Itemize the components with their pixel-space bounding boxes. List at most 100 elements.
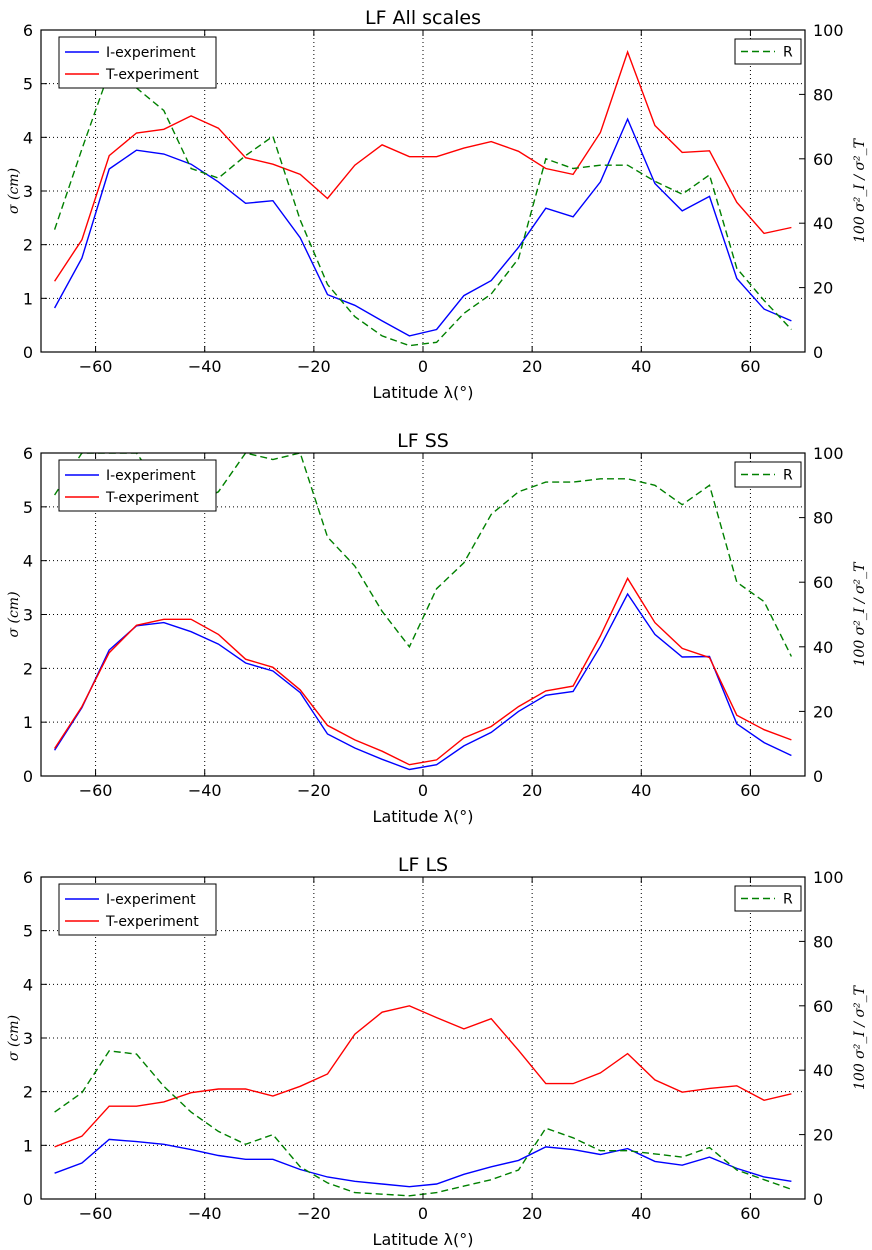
x-tick-label: 60 <box>740 1204 760 1223</box>
y-tick-label-right: 80 <box>813 932 833 951</box>
chart-panel-2: LF SS−60 −40 −20 0 20 40 600123456020406080100… <box>6 430 868 826</box>
x-tick-label: 20 <box>522 357 542 376</box>
y-tick-label-right: 60 <box>813 997 833 1016</box>
y-tick-label-left: 5 <box>23 922 33 941</box>
legend-box <box>58 459 217 512</box>
legend-left: I-experiment T-experiment <box>58 36 217 89</box>
y-tick-label-left: 1 <box>23 1136 33 1155</box>
y-tick-label-right: 60 <box>813 150 833 169</box>
x-tick-label: 20 <box>522 781 542 800</box>
y-tick-label-left: 2 <box>23 659 33 678</box>
y-axis-label-right: 100 σ²_I / σ²_T <box>852 984 868 1090</box>
legend-label: T-experiment <box>105 914 199 930</box>
y-tick-label-left: 6 <box>23 444 33 463</box>
y-tick-label-left: 0 <box>23 343 33 362</box>
chart-panel-3: LF LS−60 −40 −20 0 20 40 600123456020406080100… <box>6 854 868 1249</box>
x-tick-label: 0 <box>418 357 428 376</box>
legend-label: I-experiment <box>106 45 196 61</box>
series-line-t-experiment <box>54 49 792 282</box>
y-tick-label-right: 100 <box>813 444 844 463</box>
legend-right: R <box>734 461 802 488</box>
x-tick-label: 40 <box>631 781 651 800</box>
y-tick-label-left: 6 <box>23 868 33 887</box>
y-tick-label-left: 0 <box>23 767 33 786</box>
y-tick-label-left: 2 <box>23 236 33 255</box>
x-tick-label: −20 <box>297 1204 331 1223</box>
x-tick-label: 60 <box>740 357 760 376</box>
y-tick-label-left: 3 <box>23 1029 33 1048</box>
y-tick-label-left: 0 <box>23 1190 33 1209</box>
y-tick-label-left: 6 <box>23 21 33 40</box>
x-tick-label: −40 <box>188 357 222 376</box>
y-tick-label-left: 5 <box>23 498 33 517</box>
legend-right: R <box>734 38 802 65</box>
series-line-i-experiment <box>53 117 792 337</box>
y-axis-label-right: 100 σ²_I / σ²_T <box>852 561 868 667</box>
y-tick-label-right: 20 <box>813 1126 833 1145</box>
legend-left: I-experiment T-experiment <box>58 883 217 936</box>
y-tick-label-left: 4 <box>23 128 33 147</box>
x-tick-label: −60 <box>79 357 113 376</box>
y-tick-label-left: 4 <box>23 975 33 994</box>
y-tick-label-left: 4 <box>23 552 33 571</box>
series-line-t-experiment <box>54 576 792 766</box>
series-line-i-experiment <box>54 592 792 771</box>
y-tick-label-left: 1 <box>23 289 33 308</box>
legend-label: I-experiment <box>106 468 196 484</box>
x-tick-label: 60 <box>740 781 760 800</box>
x-tick-label: −60 <box>79 781 113 800</box>
y-tick-label-right: 0 <box>813 343 823 362</box>
series-line-r <box>53 70 792 347</box>
y-tick-label-left: 3 <box>23 606 33 625</box>
y-tick-label-right: 40 <box>813 214 833 233</box>
x-tick-label: 0 <box>418 781 428 800</box>
y-tick-label-left: 5 <box>23 75 33 94</box>
y-tick-label-right: 80 <box>813 509 833 528</box>
series-line-i-experiment <box>54 1138 792 1188</box>
y-tick-label-right: 0 <box>813 1190 823 1209</box>
legend-box <box>58 36 217 89</box>
x-tick-label: −40 <box>188 1204 222 1223</box>
y-tick-label-right: 80 <box>813 85 833 104</box>
y-tick-label-right: 40 <box>813 1061 833 1080</box>
chart-panel-1: LF All scales−60 −40 −20 0 20 40 6001234560204… <box>6 7 868 402</box>
legend-label: T-experiment <box>105 67 199 83</box>
series-line-r <box>54 1050 792 1197</box>
y-tick-label-right: 100 <box>813 21 844 40</box>
legend-label: R <box>783 45 793 61</box>
x-axis-label: Latitude λ(°) <box>373 807 474 826</box>
y-tick-label-left: 1 <box>23 713 33 732</box>
x-tick-label: −20 <box>297 781 331 800</box>
y-axis-label-left: σ (cm) <box>6 1015 22 1061</box>
y-tick-label-right: 60 <box>813 573 833 592</box>
y-axis-label-right: 100 σ²_I / σ²_T <box>852 137 868 243</box>
x-tick-label: 20 <box>522 1204 542 1223</box>
legend-right: R <box>734 885 802 912</box>
x-tick-label: 40 <box>631 357 651 376</box>
legend-label: T-experiment <box>105 490 199 506</box>
legend-box <box>58 883 217 936</box>
y-tick-label-right: 0 <box>813 767 823 786</box>
x-axis-label: Latitude λ(°) <box>373 383 474 402</box>
series-line-t-experiment <box>54 1005 792 1148</box>
y-tick-label-left: 2 <box>23 1083 33 1102</box>
legend-left: I-experiment T-experiment <box>58 459 217 512</box>
chart-title: LF All scales <box>365 7 481 29</box>
y-tick-label-left: 3 <box>23 182 33 201</box>
legend-label: I-experiment <box>106 892 196 908</box>
chart-title: LF SS <box>397 430 449 452</box>
y-tick-label-right: 20 <box>813 279 833 298</box>
x-tick-label: −60 <box>79 1204 113 1223</box>
chart-title: LF LS <box>398 854 448 876</box>
y-tick-label-right: 20 <box>813 702 833 721</box>
y-tick-label-right: 40 <box>813 638 833 657</box>
x-tick-label: −40 <box>188 781 222 800</box>
x-tick-label: 40 <box>631 1204 651 1223</box>
y-axis-label-left: σ (cm) <box>6 168 22 214</box>
x-tick-label: 0 <box>418 1204 428 1223</box>
y-axis-label-left: σ (cm) <box>6 591 22 637</box>
y-tick-label-right: 100 <box>813 868 844 887</box>
x-axis-label: Latitude λ(°) <box>373 1230 474 1249</box>
legend-label: R <box>783 468 793 484</box>
